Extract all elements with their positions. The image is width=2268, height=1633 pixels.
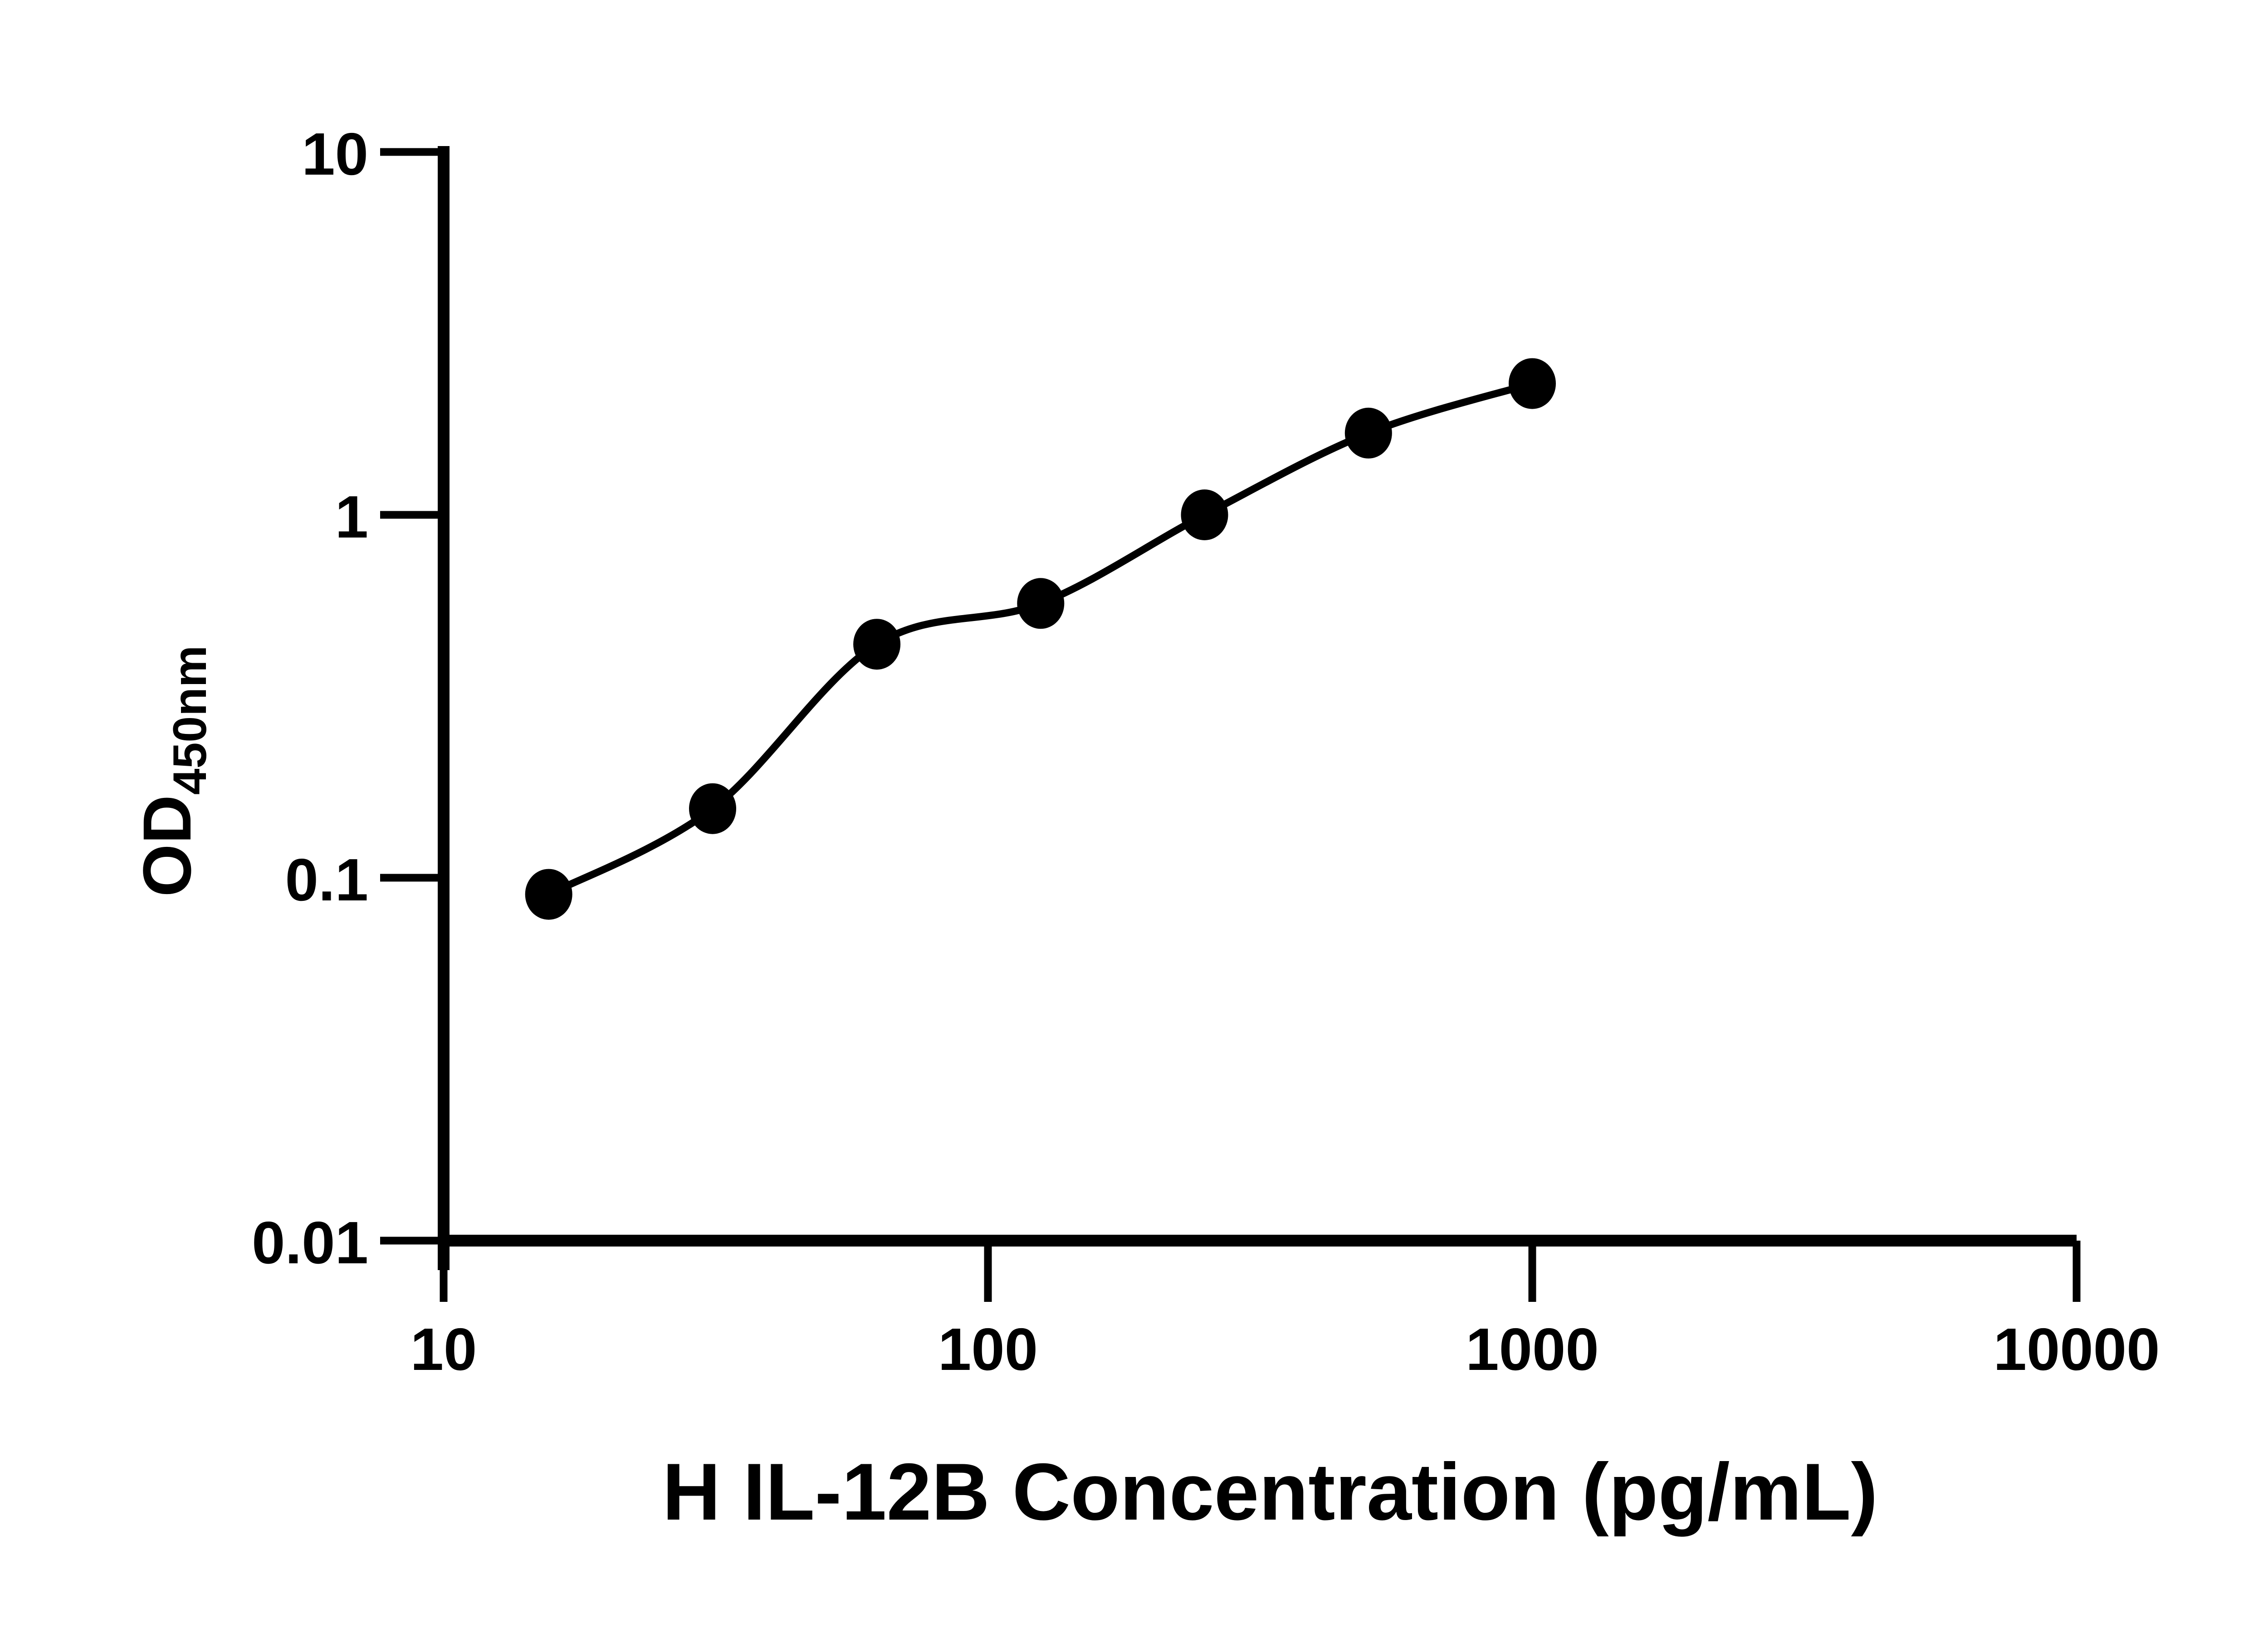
data-point-marker[interactable]	[525, 869, 572, 920]
y-tick-labels: 10 1 0.1 0.01	[252, 121, 368, 1276]
y-tick-label-1: 1	[335, 484, 368, 550]
y-axis-title: OD450nm	[129, 645, 216, 897]
data-point-marker[interactable]	[1181, 489, 1228, 540]
y-axis-title-base: OD	[129, 795, 205, 897]
y-axis-title-text: OD450nm	[129, 645, 216, 897]
data-point-marker[interactable]	[1017, 578, 1065, 629]
y-tick-label-0point1: 0.1	[285, 846, 369, 913]
x-tick-label-100: 100	[938, 1316, 1038, 1383]
x-axis-title: H IL-12B Concentration (pg/mL)	[662, 1447, 1878, 1537]
axis-group	[380, 146, 2081, 1302]
x-tick-label-10: 10	[411, 1316, 477, 1383]
data-point-marker[interactable]	[853, 619, 901, 670]
y-tick-label-0point01: 0.01	[252, 1209, 368, 1276]
x-tick-label-10000: 10000	[1993, 1316, 2160, 1383]
data-point-marker[interactable]	[1509, 358, 1556, 409]
data-point-marker[interactable]	[1344, 407, 1392, 459]
plot-data-layer	[525, 358, 1556, 920]
y-tick-label-10: 10	[302, 121, 368, 187]
x-tick-label-1000: 1000	[1466, 1316, 1599, 1383]
data-point-marker[interactable]	[689, 783, 736, 834]
x-tick-labels: 10 100 1000 10000	[411, 1316, 2160, 1383]
y-axis-title-subscript: 450nm	[164, 645, 216, 795]
